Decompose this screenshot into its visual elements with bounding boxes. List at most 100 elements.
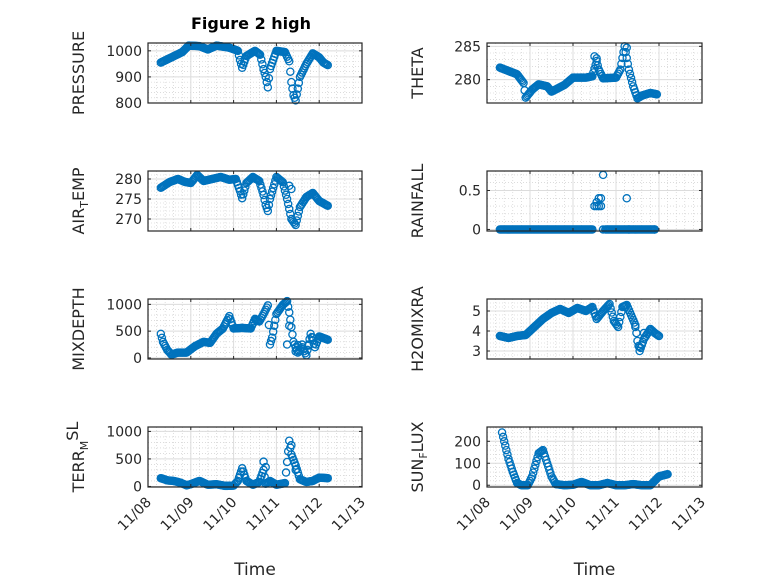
data-point (282, 296, 292, 306)
data-point (278, 177, 288, 187)
y-tick-label: 0 (472, 222, 481, 238)
data-point (292, 90, 301, 99)
axes-background (487, 171, 702, 231)
data-point (528, 468, 538, 477)
y-tick-label: 1000 (106, 297, 142, 313)
data-point (607, 308, 616, 317)
y-tick-label: 280 (454, 73, 481, 89)
data-point (499, 437, 509, 446)
subplot-theta: 280 285 THETA (408, 39, 703, 104)
subplot-pressure: 800 900 1000 PRESSURE (69, 31, 363, 115)
data-point (156, 329, 166, 339)
data-point (259, 64, 268, 74)
axes-box (147, 170, 363, 232)
y-tick-label: 100 (454, 456, 481, 472)
x-tick-label: 11/13 (669, 495, 709, 535)
data-point (626, 73, 636, 83)
data-point (233, 46, 243, 56)
data-point (323, 201, 333, 211)
data-point (622, 43, 632, 52)
data-point (308, 333, 318, 342)
data-point (650, 225, 659, 234)
data-point (286, 67, 295, 76)
x-tick-label: 11/11 (583, 495, 623, 535)
data-point (257, 55, 266, 64)
data-point (291, 465, 300, 475)
data-point (283, 302, 293, 312)
data-point (254, 49, 264, 59)
y-tick-label: 500 (115, 324, 142, 340)
y-axis-label: SUNFLUX (408, 421, 430, 492)
data-point (622, 194, 632, 203)
data-point (616, 65, 625, 74)
data-point (260, 195, 269, 205)
data-point (323, 335, 333, 344)
data-point (652, 90, 662, 99)
x-tick-label: 11/09 (158, 495, 198, 535)
y-tick-label: 0 (133, 479, 142, 495)
data-point (592, 56, 601, 66)
y-axis-label: MIXDEPTH (69, 287, 88, 370)
y-tick-label: 800 (115, 96, 142, 112)
data-point (281, 190, 291, 200)
data-point (624, 225, 634, 234)
y-tick-label: 3 (472, 344, 481, 360)
axes-box (147, 42, 363, 104)
data-point (266, 191, 276, 200)
data-point (267, 187, 277, 196)
y-tick-label: 900 (115, 70, 142, 86)
x-tick-label: 11/08 (454, 495, 494, 535)
x-axis-label: Time (573, 560, 616, 580)
data-point (263, 83, 273, 92)
data-point (527, 472, 537, 481)
data-point (588, 225, 597, 234)
data-point (518, 77, 527, 86)
subplot-h2omixra: 3 4 5 H2OMIXRA (408, 286, 703, 372)
y-tick-label: 0 (472, 478, 481, 494)
data-point (304, 341, 313, 350)
data-point (293, 340, 303, 350)
data-point (614, 317, 624, 327)
data-point (530, 464, 539, 474)
x-tick-label: 11/08 (115, 495, 155, 535)
data-point (266, 336, 276, 346)
axes-box (486, 170, 703, 232)
y-axis-label: PRESSURE (69, 31, 88, 115)
data-point (259, 457, 268, 466)
data-point (260, 68, 269, 78)
x-tick-label: 11/13 (329, 495, 369, 535)
data-point (284, 57, 294, 66)
data-point (267, 333, 277, 342)
figure-title: Figure 2 high (191, 14, 311, 33)
data-point (621, 47, 630, 57)
data-point (293, 211, 303, 221)
data-point (283, 199, 293, 209)
subplot-sun_flux: 0 100 200 11/08 11/09 11/10 11/11 11/12 11/13 SUN… (408, 421, 709, 580)
x-tick-label: 11/12 (286, 495, 326, 535)
y-axis-label: THETA (408, 47, 427, 99)
data-point (624, 65, 634, 74)
data-point (240, 186, 249, 195)
subplot-rainfall: 0 0.5 RAINFALL (408, 164, 703, 238)
data-point (625, 69, 635, 79)
data-point (303, 345, 312, 355)
data-point (654, 331, 664, 341)
y-tick-label: 0 (133, 351, 142, 367)
data-point (291, 96, 300, 105)
data-point (297, 340, 307, 349)
data-point (258, 60, 267, 69)
data-point (502, 445, 511, 455)
data-point (282, 340, 292, 349)
data-point (497, 428, 507, 437)
y-tick-label: 0.5 (459, 183, 481, 199)
axes-box (486, 298, 703, 360)
data-point (622, 53, 632, 63)
y-tick-label: 280 (115, 172, 142, 188)
data-point (265, 194, 275, 204)
x-tick-label: 11/10 (540, 495, 580, 535)
y-tick-label: 1000 (106, 424, 142, 440)
data-point (258, 187, 267, 196)
y-tick-label: 4 (472, 324, 481, 340)
